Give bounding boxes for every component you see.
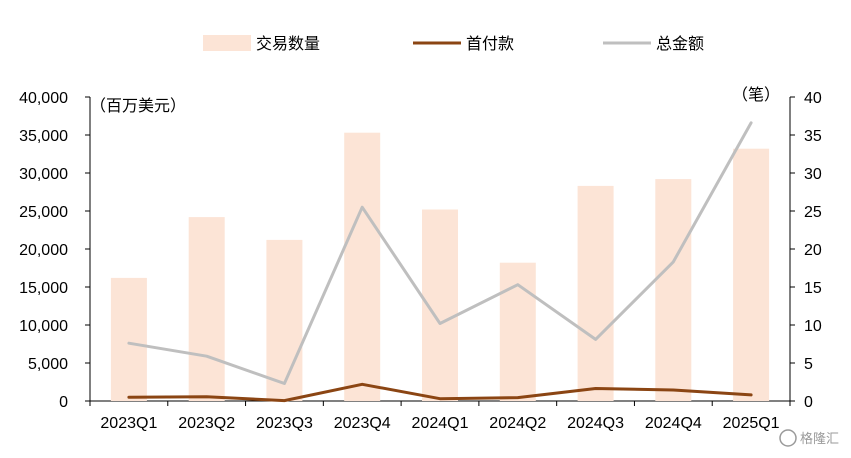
y-right-tick-label: 30	[804, 166, 822, 183]
bar-2025Q1	[733, 148, 770, 401]
watermark-logo-icon	[779, 429, 797, 447]
y-left-unit-label: （百万美元）	[90, 96, 186, 115]
y-right-unit-label: （笔）	[732, 85, 780, 104]
legend: 交易数量 首付款 总金额	[203, 34, 704, 53]
watermark: 格隆汇	[779, 429, 839, 447]
lines-layer	[127, 121, 753, 403]
y-right-ticks: 0 5 10 15 20 25 30 35 40	[790, 90, 822, 411]
x-tick-label: 2025Q1	[723, 415, 780, 432]
y-right-tick-label: 5	[804, 356, 813, 373]
legend-swatch-count	[203, 35, 251, 51]
y-left-tick-label: 10,000	[19, 318, 68, 335]
y-left-tick-label: 5,000	[28, 356, 68, 373]
x-tick-label: 2023Q2	[178, 415, 235, 432]
x-tick-label: 2024Q2	[489, 415, 546, 432]
bar-2023Q4	[344, 132, 381, 401]
y-left-tick-label: 40,000	[19, 90, 68, 107]
bar-2023Q2	[188, 217, 225, 401]
x-tick-label: 2024Q3	[567, 415, 624, 432]
y-right-tick-label: 10	[804, 318, 822, 335]
y-left-tick-label: 30,000	[19, 166, 68, 183]
bar-2024Q4	[655, 179, 692, 401]
x-tick-label: 2024Q1	[412, 415, 469, 432]
y-left-ticks: 0 5,000 10,000 15,000 20,000 25,000 30,000 35,0…	[19, 90, 90, 411]
x-tick-label: 2023Q3	[256, 415, 313, 432]
y-right-tick-label: 0	[804, 394, 813, 411]
y-right-tick-label: 35	[804, 128, 822, 145]
legend-label-downpayment: 首付款	[466, 34, 514, 53]
y-left-tick-label: 15,000	[19, 280, 68, 297]
bar-2023Q3	[266, 239, 303, 401]
watermark-text: 格隆汇	[800, 431, 839, 447]
x-tick-label: 2024Q4	[645, 415, 702, 432]
legend-label-count: 交易数量	[256, 34, 320, 53]
y-right-tick-label: 40	[804, 90, 822, 107]
legend-label-total: 总金额	[656, 34, 704, 53]
y-right-tick-label: 20	[804, 242, 822, 259]
y-left-tick-label: 25,000	[19, 204, 68, 221]
x-tick-label: 2023Q1	[100, 415, 157, 432]
bar-2023Q1	[110, 277, 147, 401]
y-right-tick-label: 15	[804, 280, 822, 297]
y-left-tick-label: 0	[59, 394, 68, 411]
bar-2024Q3	[577, 185, 614, 401]
x-tick-label: 2023Q4	[334, 415, 391, 432]
y-left-tick-label: 35,000	[19, 128, 68, 145]
y-right-tick-label: 25	[804, 204, 822, 221]
y-left-tick-label: 20,000	[19, 242, 68, 259]
x-ticks: 2023Q1 2023Q2 2023Q3 2023Q4 2024Q1 2024Q2 2024…	[89, 401, 791, 432]
